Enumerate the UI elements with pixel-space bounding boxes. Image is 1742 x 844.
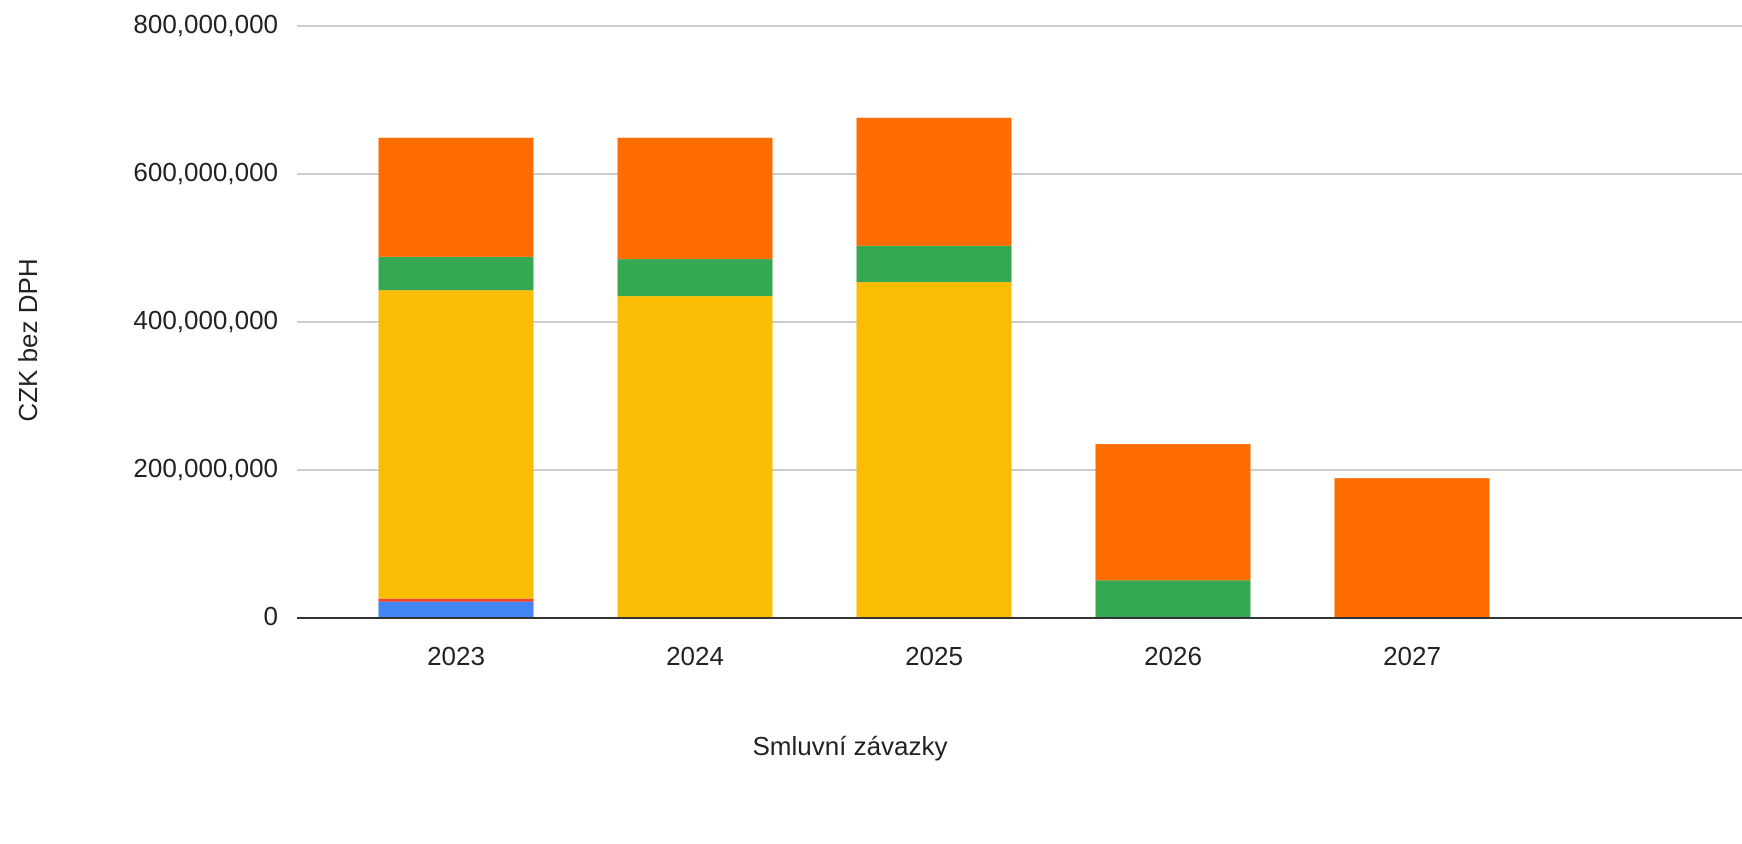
bar-segment (378, 137, 534, 257)
bar-segment (378, 290, 534, 599)
bar-segment (378, 256, 534, 291)
x-tick-label: 2024 (666, 641, 724, 671)
y-tick-label: 600,000,000 (133, 157, 278, 187)
y-tick-label: 200,000,000 (133, 453, 278, 483)
bar-segment (617, 296, 773, 618)
x-tick-label: 2026 (1144, 641, 1202, 671)
bar-segment (617, 137, 773, 260)
bar-segment (617, 259, 773, 297)
x-tick-label: 2023 (427, 641, 485, 671)
bar-segment (856, 245, 1012, 283)
bar-segment (1095, 444, 1251, 581)
bar-segment (378, 598, 534, 602)
y-axis-title: CZK bez DPH (13, 258, 43, 421)
bar-segment (378, 601, 534, 618)
y-tick-label: 400,000,000 (133, 305, 278, 335)
y-tick-label: 800,000,000 (133, 9, 278, 39)
bar-segment (1334, 478, 1490, 618)
x-tick-label: 2025 (905, 641, 963, 671)
x-axis-title: Smluvní závazky (752, 731, 947, 761)
x-tick-label: 2027 (1383, 641, 1441, 671)
bar-segment (856, 117, 1012, 246)
bar-segment (856, 282, 1012, 618)
y-tick-label: 0 (264, 601, 278, 631)
bar-segment (1095, 580, 1251, 618)
